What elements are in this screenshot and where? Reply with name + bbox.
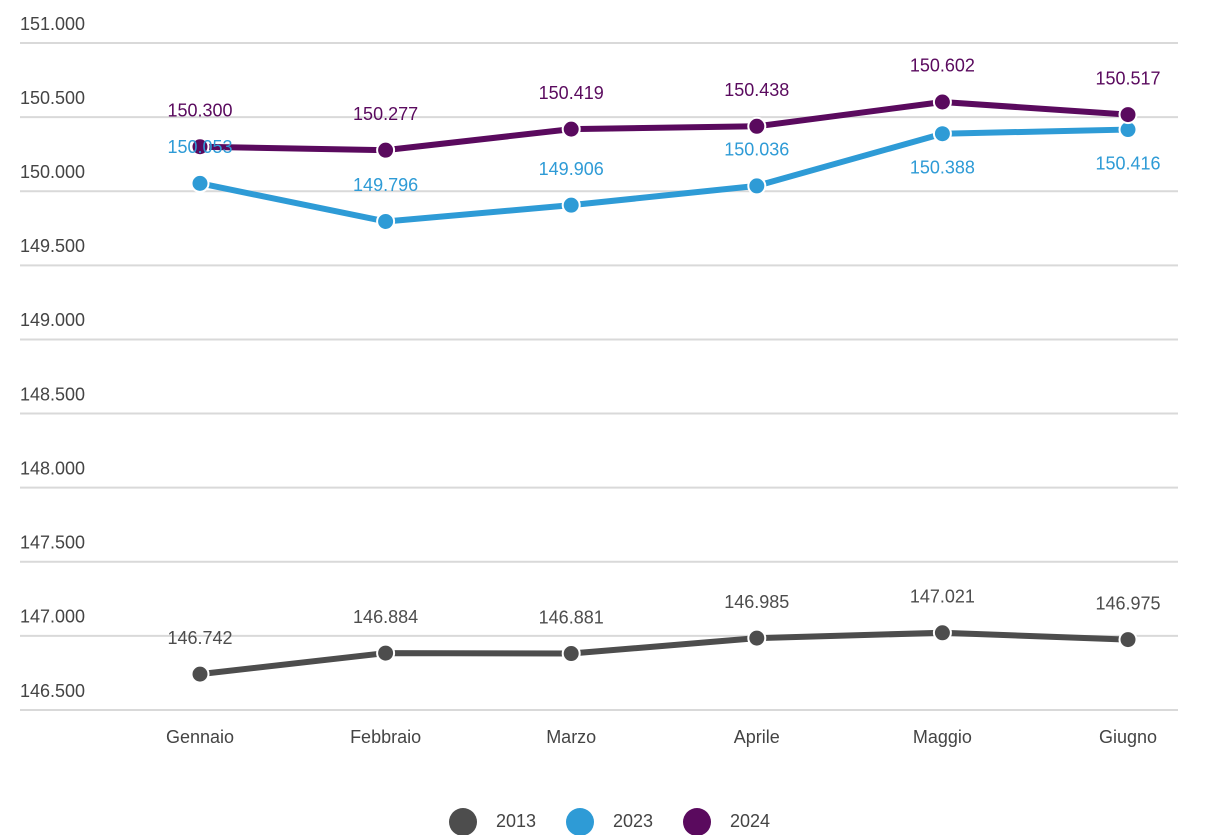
data-label: 150.419 [539, 83, 604, 103]
data-label: 150.438 [724, 80, 789, 100]
series-line [199, 98, 1129, 154]
data-point [376, 643, 396, 663]
y-tick-label: 147.000 [20, 607, 85, 627]
data-label: 150.602 [910, 56, 975, 76]
y-tick-label: 151.000 [20, 14, 85, 34]
data-point [190, 173, 210, 193]
data-label: 149.796 [353, 175, 418, 195]
data-point [932, 623, 952, 643]
data-label: 146.985 [724, 592, 789, 612]
data-label: 150.053 [167, 137, 232, 157]
x-tick-label: Giugno [1099, 727, 1157, 747]
legend-label: 2023 [613, 811, 653, 831]
data-point [1118, 105, 1138, 125]
data-point [747, 628, 767, 648]
y-tick-label: 149.500 [20, 236, 85, 256]
data-point [747, 176, 767, 196]
data-point [190, 137, 210, 157]
data-point [190, 664, 210, 684]
y-tick-label: 147.500 [20, 533, 85, 553]
legend-label: 2024 [730, 811, 770, 831]
data-label: 149.906 [539, 159, 604, 179]
data-point [376, 211, 396, 231]
x-tick-label: Aprile [734, 727, 780, 747]
x-tick-label: Febbraio [350, 727, 421, 747]
x-tick-label: Marzo [546, 727, 596, 747]
data-point [561, 119, 581, 139]
data-point [561, 195, 581, 215]
data-label: 150.416 [1095, 153, 1160, 173]
legend-marker [449, 808, 477, 835]
y-tick-label: 149.000 [20, 310, 85, 330]
data-label: 146.884 [353, 607, 418, 627]
data-point [932, 92, 952, 112]
y-tick-label: 148.000 [20, 458, 85, 478]
data-label: 150.277 [353, 104, 418, 124]
data-label: 146.742 [167, 628, 232, 648]
y-tick-label: 148.500 [20, 384, 85, 404]
y-tick-label: 150.500 [20, 88, 85, 108]
data-label: 150.517 [1095, 68, 1160, 88]
x-tick-label: Gennaio [166, 727, 234, 747]
data-label: 150.300 [167, 101, 232, 121]
x-tick-label: Maggio [913, 727, 972, 747]
data-label: 146.881 [539, 607, 604, 627]
legend-marker [566, 808, 594, 835]
data-point [561, 644, 581, 664]
data-point [376, 140, 396, 160]
data-label: 147.021 [910, 587, 975, 607]
legend-marker [683, 808, 711, 835]
data-label: 146.975 [1095, 593, 1160, 613]
data-label: 150.036 [724, 140, 789, 160]
series-line [199, 126, 1129, 225]
y-tick-label: 146.500 [20, 681, 85, 701]
data-point [747, 116, 767, 136]
data-point [932, 124, 952, 144]
y-tick-label: 150.000 [20, 162, 85, 182]
data-label: 150.388 [910, 157, 975, 177]
legend-label: 2013 [496, 811, 536, 831]
series-line [199, 629, 1129, 678]
data-point [1118, 630, 1138, 650]
